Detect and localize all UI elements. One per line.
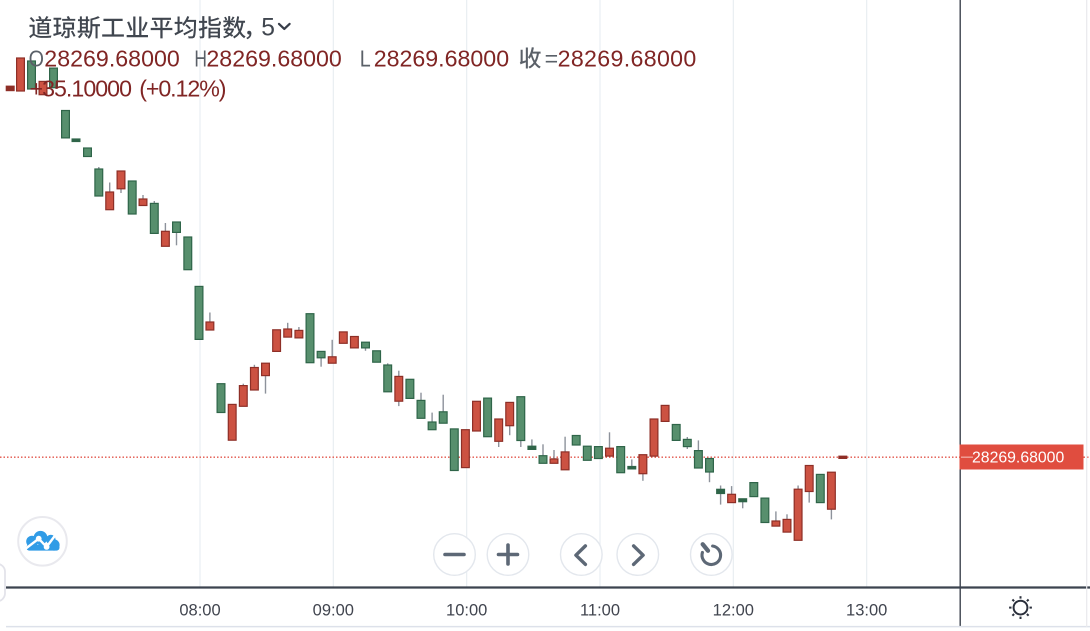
- svg-text:10:00: 10:00: [446, 602, 487, 620]
- svg-text:O: O: [29, 46, 44, 72]
- svg-text:28269.68000: 28269.68000: [206, 46, 341, 72]
- svg-text:28269.68000: 28269.68000: [44, 46, 180, 72]
- svg-text:13:00: 13:00: [846, 602, 887, 620]
- svg-text:11:00: 11:00: [580, 602, 620, 620]
- svg-text:(+0.12%): (+0.12%): [139, 75, 226, 101]
- svg-text:+35.10000: +35.10000: [30, 75, 133, 101]
- svg-text:L: L: [360, 46, 371, 72]
- svg-text:28269.68000: 28269.68000: [374, 46, 509, 72]
- svg-text:28269.68000: 28269.68000: [558, 46, 697, 72]
- svg-text:28269.68000: 28269.68000: [972, 450, 1064, 467]
- svg-text:12:00: 12:00: [713, 602, 754, 620]
- svg-text:08:00: 08:00: [179, 602, 220, 620]
- svg-text:09:00: 09:00: [313, 602, 354, 620]
- svg-text:=: =: [545, 46, 559, 72]
- svg-text:5: 5: [261, 15, 275, 42]
- svg-text:H: H: [194, 46, 207, 72]
